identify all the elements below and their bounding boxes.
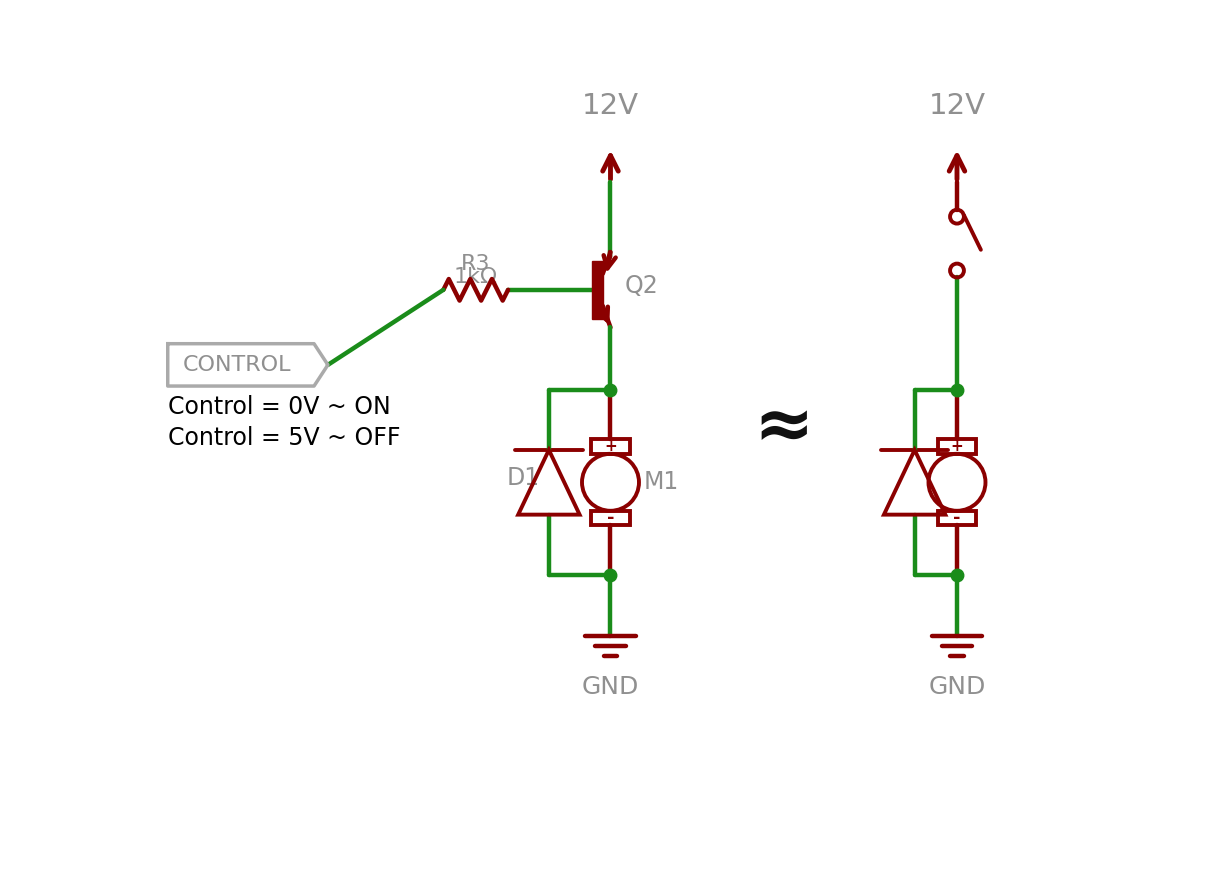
Bar	[592, 439, 630, 454]
Text: -: -	[606, 509, 614, 527]
Text: +: +	[604, 439, 617, 454]
Bar	[592, 261, 603, 319]
Text: CONTROL: CONTROL	[183, 355, 292, 374]
Text: -: -	[953, 509, 960, 527]
Text: GND: GND	[929, 675, 986, 699]
Text: 1kΩ: 1kΩ	[453, 267, 497, 287]
Text: Control = 5V ~ OFF: Control = 5V ~ OFF	[168, 426, 401, 450]
Text: R3: R3	[461, 255, 490, 275]
Text: M1: M1	[643, 470, 679, 494]
Text: D1: D1	[506, 466, 540, 491]
Text: 12V: 12V	[929, 93, 985, 121]
Bar	[938, 511, 976, 525]
Text: GND: GND	[582, 675, 639, 699]
Text: Control = 0V ~ ON: Control = 0V ~ ON	[168, 396, 391, 419]
Text: Q2: Q2	[625, 274, 658, 298]
Text: 12V: 12V	[582, 93, 639, 121]
Text: ≈: ≈	[753, 394, 813, 463]
Bar	[592, 511, 630, 525]
Text: +: +	[951, 439, 963, 454]
Bar	[938, 439, 976, 454]
